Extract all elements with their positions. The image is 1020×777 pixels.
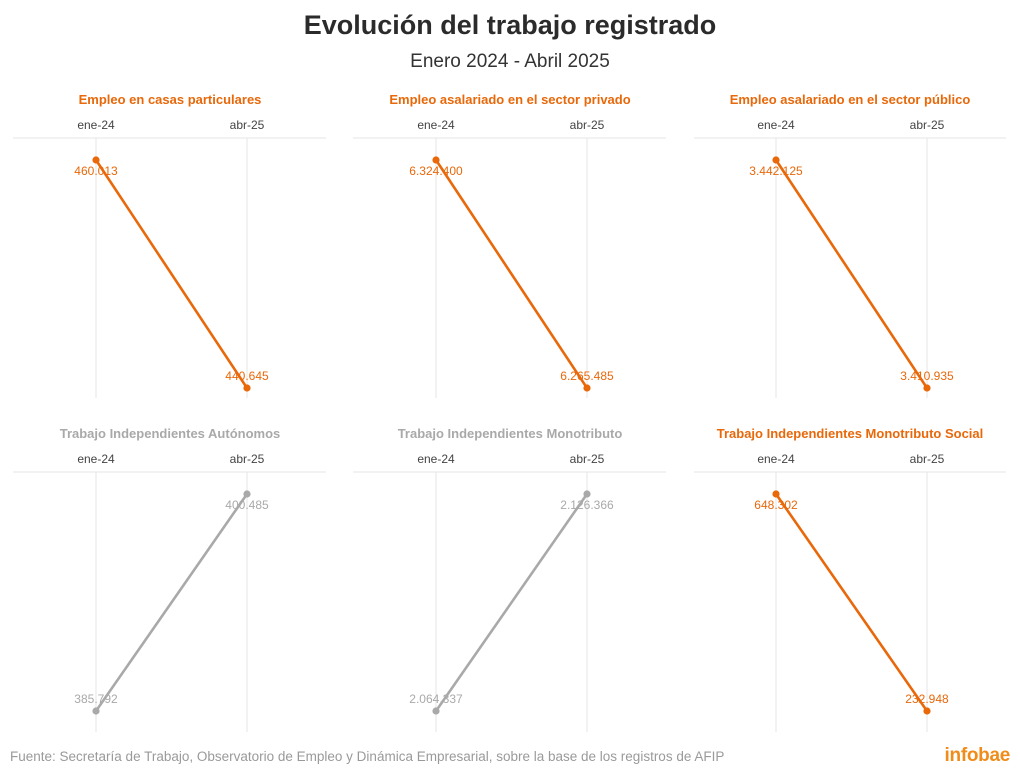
- chart-title: Evolución del trabajo registrado: [303, 10, 717, 40]
- panel-3-tick-label-1: ene-24: [757, 118, 795, 132]
- panel-3-title: Empleo asalariado en el sector público: [730, 92, 971, 107]
- panel-2-data-label-1: 6.324.400: [409, 164, 463, 178]
- panel-6-data-label-2: 232.948: [905, 692, 949, 706]
- panel-4-data-label-1: 385.792: [74, 692, 118, 706]
- panel-5-data-label-1: 2.064.337: [409, 692, 463, 706]
- panel-4-data-label-2: 400.485: [225, 498, 269, 512]
- panel-5-title: Trabajo Independientes Monotributo: [398, 426, 623, 441]
- panel-1-title: Empleo en casas particulares: [79, 92, 262, 107]
- panel-5-tick-label-1: ene-24: [417, 452, 455, 466]
- chart-subtitle: Enero 2024 - Abril 2025: [410, 51, 610, 72]
- panel-6-title: Trabajo Independientes Monotributo Socia…: [717, 426, 984, 441]
- panel-1-point-2: [243, 384, 251, 392]
- panel-5-point-2: [583, 490, 591, 498]
- panel-5-series-line: [434, 492, 589, 713]
- panel-6-data-label-1: 648.302: [754, 498, 798, 512]
- panel-6-point-1: [772, 490, 780, 498]
- panel-1-point-1: [92, 156, 100, 164]
- panel-2-point-1: [432, 156, 440, 164]
- panel-6-point-2: [923, 707, 931, 715]
- panel-1-data-label-2: 440.645: [225, 369, 269, 383]
- panel-4-tick-label-2: abr-25: [230, 452, 265, 466]
- source-note: Fuente: Secretaría de Trabajo, Observato…: [10, 749, 725, 764]
- panel-6-series-line: [774, 492, 929, 713]
- panel-1-series-line: [94, 158, 249, 390]
- panel-2-series-line: [434, 158, 589, 390]
- panel-3-data-label-1: 3.442.125: [749, 164, 803, 178]
- panel-2-title: Empleo asalariado en el sector privado: [389, 92, 630, 107]
- panel-1-tick-label-2: abr-25: [230, 118, 265, 132]
- panel-5-data-label-2: 2.126.366: [560, 498, 614, 512]
- panel-4-series-line: [94, 492, 249, 713]
- panel-3-tick-label-2: abr-25: [910, 118, 945, 132]
- panel-2-point-2: [583, 384, 591, 392]
- panel-1-data-label-1: 460.013: [74, 164, 118, 178]
- panel-5-point-1: [432, 707, 440, 715]
- panel-2-data-label-2: 6.265.485: [560, 369, 614, 383]
- panel-4-point-2: [243, 490, 251, 498]
- panel-5-tick-label-2: abr-25: [570, 452, 605, 466]
- panel-3-series-line: [774, 158, 929, 390]
- panel-4-point-1: [92, 707, 100, 715]
- brand-logo: infobae: [944, 745, 1011, 766]
- panel-3-point-2: [923, 384, 931, 392]
- panel-2-tick-label-1: ene-24: [417, 118, 455, 132]
- panel-1-tick-label-1: ene-24: [77, 118, 115, 132]
- panel-6-tick-label-1: ene-24: [757, 452, 795, 466]
- panel-4-tick-label-1: ene-24: [77, 452, 115, 466]
- panel-3-point-1: [772, 156, 780, 164]
- panel-4-title: Trabajo Independientes Autónomos: [60, 426, 281, 441]
- panel-6-tick-label-2: abr-25: [910, 452, 945, 466]
- panel-2-tick-label-2: abr-25: [570, 118, 605, 132]
- panel-3-data-label-2: 3.410.935: [900, 369, 954, 383]
